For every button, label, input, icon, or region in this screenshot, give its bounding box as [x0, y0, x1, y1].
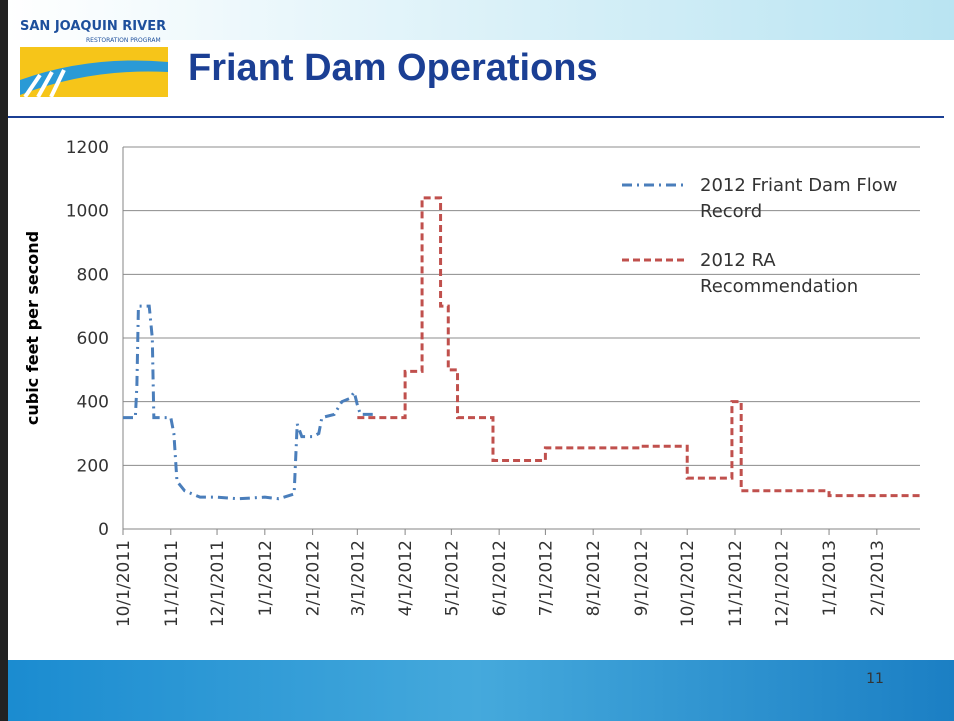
x-tick-label: 10/1/2011: [114, 540, 134, 627]
y-tick-label: 1000: [66, 202, 109, 222]
y-tick-label: 800: [77, 265, 109, 285]
slide: SAN JOAQUIN RIVER RESTORATION PROGRAM Fr…: [0, 0, 954, 721]
x-tick-label: 11/1/2012: [726, 540, 746, 627]
x-tick-label: 5/1/2012: [442, 540, 462, 616]
footer-band: [0, 660, 954, 721]
y-tick-label: 200: [77, 456, 109, 476]
x-tick-label: 8/1/2012: [584, 540, 604, 616]
x-tick-label: 10/1/2012: [678, 540, 698, 627]
page-number: 11: [866, 671, 884, 687]
y-tick-label: 600: [77, 329, 109, 349]
x-tick-label: 11/1/2011: [162, 540, 182, 627]
legend-entry: 2012 RA Recommendation: [700, 248, 910, 300]
y-tick-label: 1200: [66, 138, 109, 158]
series-line: [357, 198, 920, 496]
logo-line2: RESTORATION PROGRAM: [86, 37, 161, 44]
x-tick-label: 1/1/2012: [256, 540, 276, 616]
x-tick-label: 1/1/2013: [820, 540, 840, 616]
x-tick-label: 3/1/2012: [348, 540, 368, 616]
series-line: [123, 306, 374, 499]
x-tick-label: 9/1/2012: [632, 540, 652, 616]
y-axis-label: cubic feet per second: [23, 231, 42, 425]
left-edge: [0, 0, 8, 721]
x-tick-label: 2/1/2013: [868, 540, 888, 616]
legend-entry: 2012 Friant Dam Flow Record: [700, 173, 910, 225]
x-tick-label: 12/1/2011: [208, 540, 228, 627]
x-tick-label: 6/1/2012: [490, 540, 510, 616]
x-tick-label: 2/1/2012: [304, 540, 324, 616]
logo-line1: SAN JOAQUIN RIVER: [20, 19, 166, 34]
x-tick-label: 4/1/2012: [396, 540, 416, 616]
logo: SAN JOAQUIN RIVER RESTORATION PROGRAM: [20, 19, 168, 97]
y-tick-label: 0: [98, 520, 109, 540]
y-tick-label: 400: [77, 393, 109, 413]
x-tick-label: 7/1/2012: [536, 540, 556, 616]
x-tick-label: 12/1/2012: [772, 540, 792, 627]
slide-title: Friant Dam Operations: [188, 47, 598, 89]
chart: SAN JOAQUIN RIVER RESTORATION PROGRAM Fr…: [0, 0, 954, 721]
